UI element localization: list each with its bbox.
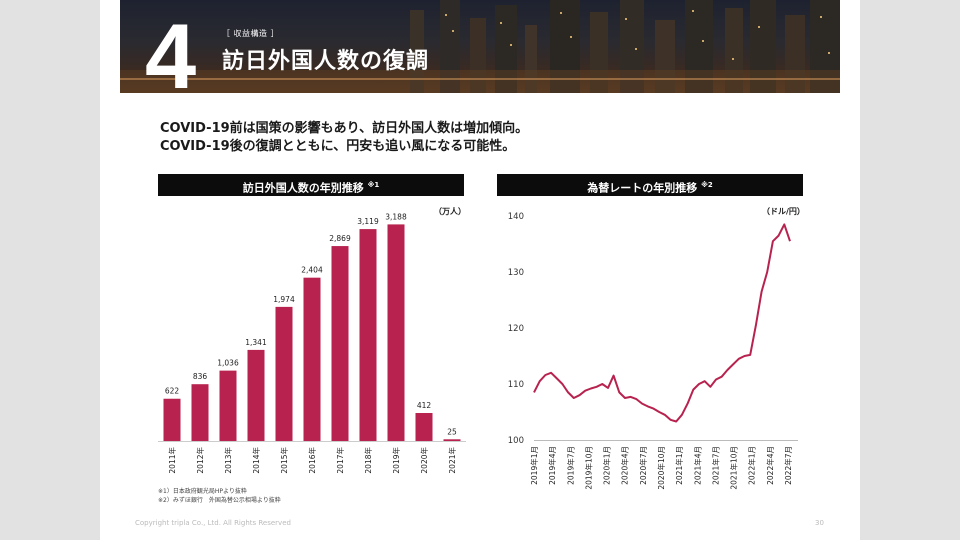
- x-tick-label: 2022年1月: [747, 446, 757, 485]
- y-tick-label: 100: [508, 436, 524, 446]
- y-tick-label: 140: [508, 212, 524, 222]
- x-tick-label: 2019年: [391, 447, 401, 474]
- city-skyline-image: [120, 0, 840, 93]
- bar-value-label: 622: [165, 387, 180, 396]
- bar-value-label: 836: [193, 372, 208, 381]
- x-tick-label: 2021年7月: [710, 446, 720, 485]
- x-tick-label: 2020年1月: [602, 446, 612, 485]
- fx-chart-title: 為替レートの年別推移: [587, 181, 698, 195]
- page-number: 30: [815, 519, 824, 527]
- x-tick-label: 2022年7月: [783, 446, 793, 485]
- bar: [247, 349, 265, 441]
- fx-chart-note-mark: ※2: [701, 181, 713, 189]
- bar: [303, 277, 321, 441]
- bar: [443, 439, 461, 441]
- fx-series-line: [533, 223, 791, 423]
- lead-line-2: COVID-19後の復調とともに、円安も追い風になる可能性。: [160, 139, 516, 154]
- bar-value-label: 412: [417, 401, 432, 410]
- visitors-chart-header: 訪日外国人数の年別推移 ※1: [158, 174, 464, 196]
- x-tick-label: 2021年: [447, 447, 457, 474]
- lead-text: COVID-19前は国策の影響もあり、訪日外国人数は増加傾向。 COVID-19…: [160, 120, 528, 156]
- x-tick-label: 2019年4月: [547, 446, 557, 485]
- bar-value-label: 1,036: [217, 359, 239, 368]
- x-tick-label: 2019年7月: [565, 446, 575, 485]
- x-tick-label: 2019年10月: [583, 446, 593, 490]
- left-margin: [0, 0, 100, 540]
- bar-value-label: 2,869: [329, 234, 351, 243]
- bar: [387, 224, 405, 441]
- bar-value-label: 3,119: [357, 217, 379, 226]
- y-tick-label: 130: [508, 268, 524, 278]
- section-banner: [120, 0, 840, 93]
- visitors-chart-note-mark: ※1: [367, 181, 380, 189]
- x-tick-label: 2021年4月: [692, 446, 702, 485]
- copyright: Copyright tripla Co., Ltd. All Rights Re…: [135, 519, 291, 527]
- slide: Copyright tripla Co., Ltd. All Rights Re…: [100, 0, 860, 540]
- x-tick-label: 2020年4月: [620, 446, 630, 485]
- x-tick-label: 2021年10月: [729, 446, 739, 490]
- footnote-1: ※1）日本政府観光局HPより抜粋: [158, 488, 247, 495]
- visitors-chart-title: 訪日外国人数の年別推移: [242, 181, 364, 195]
- bar-value-label: 2,404: [301, 266, 323, 275]
- fx-chart-header: 為替レートの年別推移 ※2: [497, 174, 803, 196]
- x-tick-label: 2019年1月: [529, 446, 539, 485]
- x-tick-label: 2012年: [195, 447, 205, 474]
- x-tick-label: 2021年1月: [674, 446, 684, 485]
- x-tick-label: 2017年: [335, 447, 345, 474]
- section-number: 4: [145, 6, 197, 108]
- fx-unit-label: （ドル/円）: [762, 207, 805, 216]
- bar: [359, 229, 377, 441]
- section-title: 訪日外国人数の復調: [222, 49, 430, 74]
- x-tick-label: 2018年: [363, 447, 373, 474]
- y-tick-label: 110: [508, 380, 524, 390]
- bar-value-label: 1,341: [245, 338, 267, 347]
- footnotes: ※1）日本政府観光局HPより抜粋 ※2）みずほ銀行 外国為替公示相場より抜粋: [158, 487, 281, 505]
- bar: [163, 398, 181, 441]
- y-tick-label: 120: [508, 324, 524, 334]
- bar: [219, 370, 237, 441]
- bar: [415, 413, 433, 441]
- x-tick-label: 2013年: [223, 447, 233, 474]
- footnote-2: ※2）みずほ銀行 外国為替公示相場より抜粋: [158, 497, 281, 504]
- x-tick-label: 2020年: [419, 447, 429, 474]
- bar-value-label: 3,188: [385, 212, 407, 221]
- x-tick-label: 2022年4月: [765, 446, 775, 485]
- right-margin: [860, 0, 960, 540]
- visitors-unit-label: （万人）: [434, 207, 466, 216]
- bar: [275, 306, 293, 441]
- x-tick-label: 2020年7月: [638, 446, 648, 485]
- bar: [331, 246, 349, 441]
- x-tick-label: 2014年: [251, 447, 261, 474]
- x-tick-label: 2016年: [307, 447, 317, 474]
- section-tag: ［ 収益構造 ］: [222, 29, 280, 38]
- x-tick-label: 2015年: [279, 447, 289, 474]
- lead-line-1: COVID-19前は国策の影響もあり、訪日外国人数は増加傾向。: [160, 121, 529, 136]
- x-tick-label: 2011年: [167, 447, 177, 474]
- bar-value-label: 1,974: [273, 295, 295, 304]
- x-tick-label: 2020年10月: [656, 446, 666, 490]
- bar: [191, 384, 209, 441]
- bar-value-label: 25: [447, 427, 457, 436]
